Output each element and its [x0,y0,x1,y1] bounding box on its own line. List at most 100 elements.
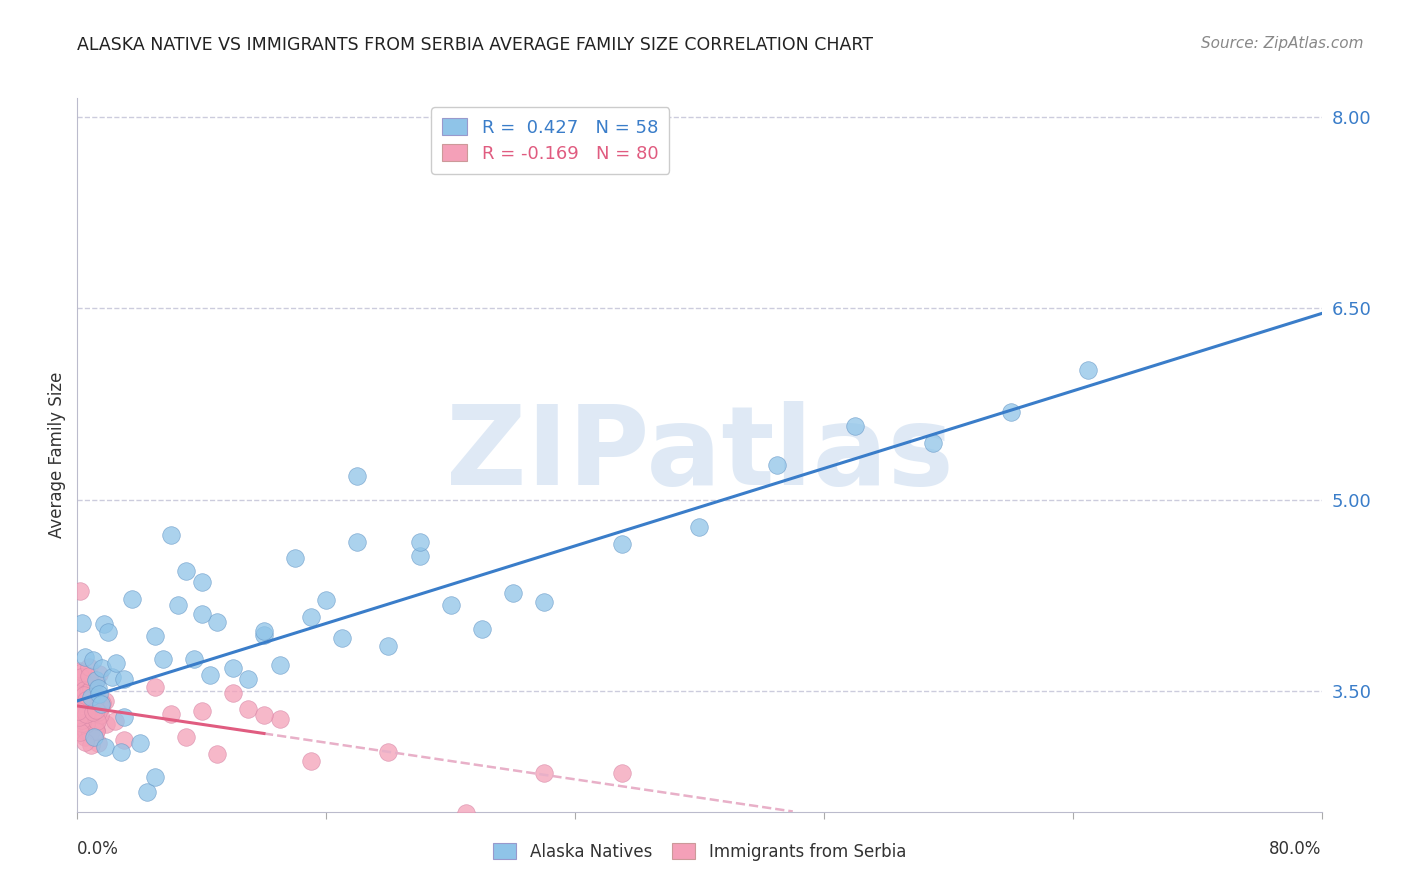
Point [69,725,91,739]
Point [75,716,97,731]
Point [284,551,307,566]
Point [167,598,190,612]
Point [77,779,100,793]
Point [87,667,110,681]
Point [269,712,291,726]
Point [77,685,100,699]
Point [73,688,96,702]
Point [70,723,93,738]
Point [80,681,103,696]
Point [69,698,91,713]
Point [105,657,128,671]
Point [67,695,90,709]
Point [110,746,132,760]
Point [72,665,94,679]
Point [143,629,166,643]
Point [191,607,214,621]
Point [346,534,368,549]
Point [207,747,229,762]
Point [456,806,478,821]
Point [70,706,93,721]
Point [183,652,205,666]
Point [1077,362,1099,376]
Point [67,679,90,693]
Text: 0.0%: 0.0% [77,840,120,858]
Legend: Alaska Natives, Immigrants from Serbia: Alaska Natives, Immigrants from Serbia [486,837,912,868]
Point [82,705,104,719]
Point [76,706,98,721]
Point [91,661,114,675]
Point [69,710,91,724]
Point [84,691,107,706]
Point [86,712,108,726]
Point [73,682,96,697]
Point [70,615,93,630]
Point [238,672,260,686]
Point [128,736,150,750]
Point [84,723,107,737]
Y-axis label: Average Family Size: Average Family Size [48,372,66,538]
Point [80,714,103,729]
Point [299,610,322,624]
Point [83,720,105,734]
Point [69,664,91,678]
Point [94,717,117,731]
Point [75,650,97,665]
Point [174,730,197,744]
Point [269,658,291,673]
Point [76,685,98,699]
Point [79,668,101,682]
Point [408,534,430,549]
Point [70,688,93,702]
Point [70,713,93,727]
Point [112,710,135,724]
Point [533,595,555,609]
Point [440,598,463,612]
Point [238,702,260,716]
Text: ZIPatlas: ZIPatlas [446,401,953,508]
Point [86,681,108,696]
Point [471,622,494,636]
Point [159,706,181,721]
Point [844,419,866,434]
Point [75,684,97,698]
Point [143,680,166,694]
Point [82,653,104,667]
Point [79,693,101,707]
Point [921,436,943,450]
Point [408,549,430,564]
Point [84,673,107,687]
Point [222,686,245,700]
Point [207,615,229,629]
Point [90,697,112,711]
Point [84,674,107,689]
Point [152,652,174,666]
Text: 80.0%: 80.0% [1270,840,1322,858]
Point [72,705,94,719]
Point [159,528,181,542]
Point [377,745,399,759]
Point [87,736,110,750]
Point [136,785,159,799]
Point [94,694,117,708]
Point [121,591,143,606]
Point [1000,405,1022,419]
Point [79,677,101,691]
Point [377,639,399,653]
Point [533,765,555,780]
Point [89,707,111,722]
Point [83,683,105,698]
Point [84,703,107,717]
Point [253,628,276,642]
Point [315,593,337,607]
Point [191,574,214,589]
Point [69,584,91,599]
Point [80,690,103,704]
Point [79,696,101,710]
Point [67,708,90,723]
Point [75,692,97,706]
Point [100,670,122,684]
Point [610,766,633,780]
Point [83,730,105,744]
Point [67,704,90,718]
